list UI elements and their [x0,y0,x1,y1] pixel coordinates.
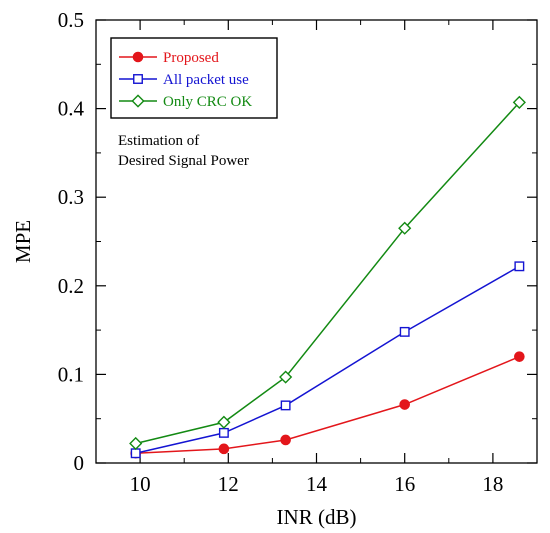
series-0 [130,351,525,459]
legend-entry: Only CRC OK [119,94,252,110]
legend: Proposed All packet use Only CRC OK [110,37,278,119]
legend-label: All packet use [163,72,249,88]
legend-entry: All packet use [119,72,249,88]
y-tick-label: 0 [74,451,85,475]
y-tick-label: 0.4 [58,97,85,121]
data-point [218,427,229,438]
axis-tick-labels: 10 12 14 16 18 0 0.1 0.2 0.3 0.4 0.5 [58,8,504,496]
legend-marker [132,51,144,63]
data-point [280,400,291,411]
data-point [218,443,230,455]
series-2 [129,95,526,451]
data-point [514,351,525,362]
series-line [135,265,520,454]
legend-marker [131,94,145,108]
data-point [514,261,525,272]
data-point [280,434,291,446]
x-axis-label: INR (dB) [277,505,357,529]
x-tick-label: 18 [482,472,503,496]
annotation-line-2: Desired Signal Power [118,153,249,169]
data-point [217,415,231,429]
x-tick-label: 12 [218,472,239,496]
x-tick-label: 14 [306,472,328,496]
data-point [279,370,293,384]
data-point [399,399,411,410]
legend-label: Only CRC OK [163,94,252,110]
data-point [129,436,143,451]
y-tick-label: 0.1 [58,362,84,386]
annotation-line-1: Estimation of [118,133,199,149]
series-layer [129,95,526,459]
y-tick-label: 0.2 [58,274,84,298]
data-point [512,95,526,109]
axis-ticks [95,19,538,464]
y-axis-label: MPE [11,220,35,263]
legend-entry: Proposed [119,50,219,66]
x-tick-label: 16 [394,472,415,496]
y-tick-label: 0.5 [58,8,84,32]
legend-marker [133,74,143,84]
data-point [399,326,410,337]
series-line [135,355,520,455]
data-point [398,221,412,235]
y-tick-label: 0.3 [58,185,84,209]
series-1 [130,261,525,459]
data-point [130,448,141,459]
legend-label: Proposed [163,50,219,66]
x-tick-label: 10 [130,472,151,496]
